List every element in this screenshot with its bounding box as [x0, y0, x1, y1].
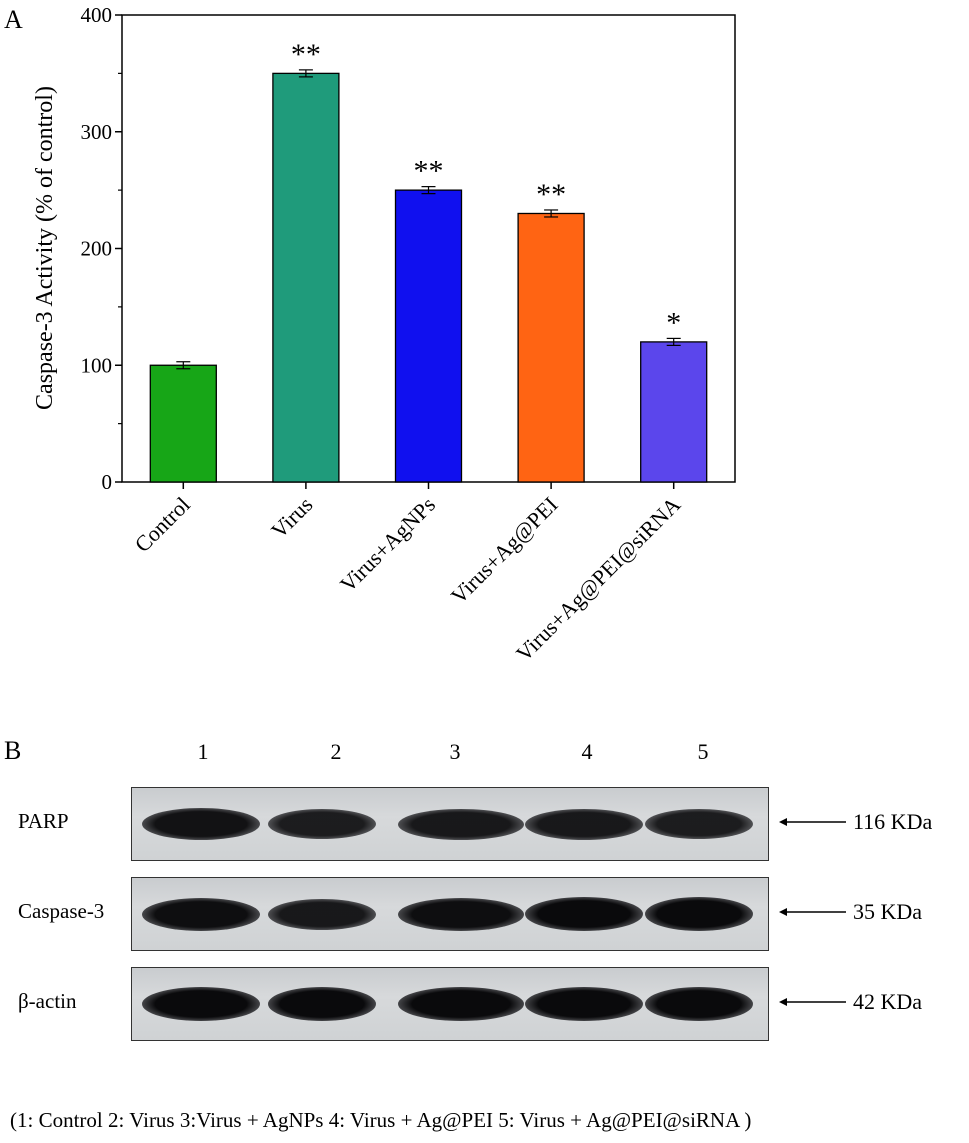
lane-number-1: 1: [197, 739, 209, 764]
bar-2: [272, 72, 340, 483]
x-tick-label: Virus+AgNPs: [335, 492, 440, 597]
molecular-weight-label: 116 KDa: [853, 809, 933, 834]
y-axis-label: Caspase-3 Activity (% of control): [32, 86, 58, 410]
y-tick-label: 400: [81, 3, 113, 27]
y-tick-label: 0: [102, 470, 113, 494]
protein-band: [645, 897, 753, 931]
protein-band: [268, 898, 376, 930]
significance-marker: **: [536, 178, 566, 211]
blot-strip-2: [131, 877, 769, 951]
blot-row-label: PARP: [18, 809, 69, 833]
protein-band: [398, 987, 524, 1021]
significance-marker: **: [291, 38, 321, 71]
protein-band: [398, 808, 524, 840]
blot-row-label: Caspase-3: [18, 899, 105, 923]
panel-b-label: B: [4, 736, 22, 765]
arrow-icon: [779, 908, 846, 916]
lane-number-2: 2: [330, 739, 342, 764]
y-tick-label: 100: [81, 353, 113, 377]
protein-band: [525, 897, 643, 931]
bar-chart: A 0 100 200 300 400 Caspase-3 Activity (% of …: [4, 3, 736, 666]
protein-band: [142, 987, 260, 1021]
arrow-icon: [779, 818, 846, 826]
blot-row-label: β-actin: [18, 989, 77, 1013]
y-tick-label: 300: [81, 120, 113, 144]
lane-number-5: 5: [697, 739, 709, 764]
molecular-weight-label: 35 KDa: [853, 899, 923, 924]
x-tick-label: Control: [130, 492, 195, 557]
lane-number-4: 4: [581, 739, 593, 764]
x-tick-label: Virus: [266, 492, 317, 543]
protein-band: [645, 987, 753, 1021]
blot-strip-1: [131, 787, 769, 861]
bar-3: [394, 189, 463, 483]
figure-caption: (1: Control 2: Virus 3:Virus + AgNPs 4: …: [10, 1108, 752, 1132]
bar-5: [640, 341, 708, 483]
significance-marker: *: [666, 306, 681, 339]
protein-band: [268, 987, 376, 1021]
chart-area: 0 100 200 300 400 Caspase-3 Activity (% of co…: [32, 3, 736, 666]
bar-1: [149, 364, 217, 483]
protein-band: [525, 808, 643, 840]
protein-band: [645, 809, 753, 839]
y-tick-label: 200: [81, 237, 113, 261]
panel-a-label: A: [4, 5, 23, 34]
bar-4: [517, 212, 585, 483]
molecular-weight-label: 42 KDa: [853, 989, 923, 1014]
protein-band: [268, 809, 376, 839]
x-tick-label: Virus+Ag@PEI: [446, 492, 563, 609]
lane-number-3: 3: [449, 739, 461, 764]
protein-band: [142, 897, 260, 931]
significance-marker: **: [414, 155, 444, 188]
protein-band: [398, 897, 524, 931]
arrow-icon: [779, 998, 846, 1006]
protein-band: [142, 808, 260, 840]
blot-strip-3: [131, 967, 769, 1041]
protein-band: [525, 987, 643, 1021]
